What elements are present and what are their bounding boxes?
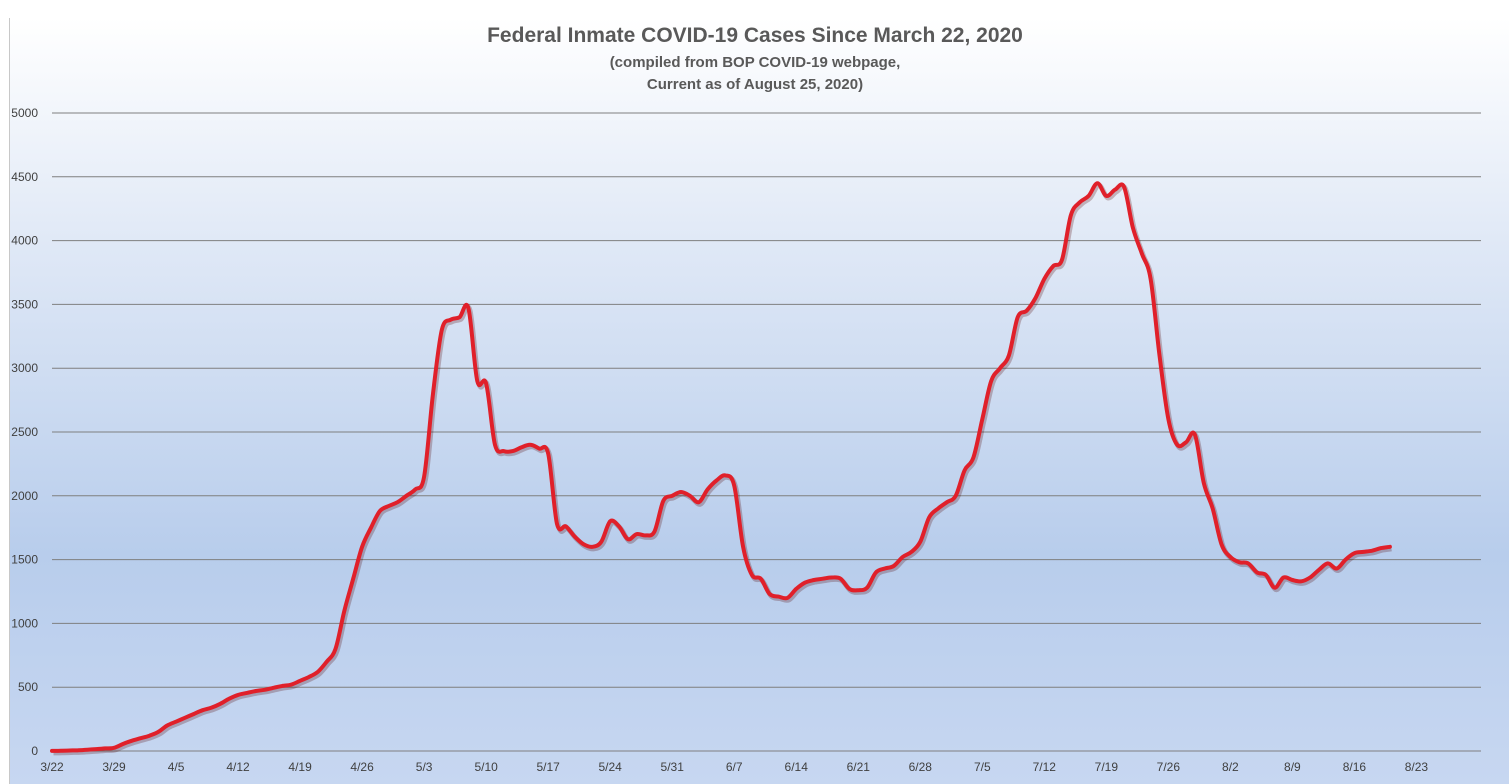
- y-tick-label: 3000: [11, 361, 38, 375]
- x-tick-label: 4/12: [226, 760, 250, 774]
- x-tick-label: 8/2: [1222, 760, 1239, 774]
- x-tick-label: 6/14: [785, 760, 809, 774]
- chart-area: [9, 18, 1509, 784]
- y-tick-label: 1500: [11, 553, 38, 567]
- y-tick-label: 1000: [11, 616, 38, 630]
- x-tick-label: 5/24: [599, 760, 623, 774]
- x-tick-label: 7/26: [1157, 760, 1181, 774]
- x-tick-label: 3/29: [102, 760, 126, 774]
- series-line: [50, 181, 1392, 753]
- chart-subtitle-line-1: (compiled from BOP COVID-19 webpage,: [609, 54, 901, 71]
- y-axis-tick-labels: 0 500 1000 1500 2000 2500 3000 3500 4000 4500 5000: [11, 106, 38, 758]
- x-tick-label: 3/22: [40, 760, 64, 774]
- y-tick-label: 2000: [11, 489, 38, 503]
- x-tick-label: 4/19: [288, 760, 312, 774]
- x-tick-label: 5/3: [416, 760, 433, 774]
- chart-title: Federal Inmate COVID-19 Cases Since Marc…: [487, 24, 1023, 47]
- x-tick-label: 5/31: [661, 760, 685, 774]
- y-tick-label: 500: [18, 680, 38, 694]
- x-tick-label: 6/7: [726, 760, 743, 774]
- y-tick-label: 0: [31, 744, 38, 758]
- x-tick-label: 7/5: [974, 760, 991, 774]
- x-tick-label: 8/9: [1284, 760, 1301, 774]
- y-tick-label: 3500: [11, 297, 38, 311]
- x-tick-label: 7/12: [1033, 760, 1057, 774]
- x-tick-label: 5/10: [474, 760, 498, 774]
- y-tick-label: 4000: [11, 234, 38, 248]
- series-line-shadow: [53, 182, 1392, 756]
- x-tick-label: 8/16: [1343, 760, 1367, 774]
- x-tick-label: 7/19: [1095, 760, 1119, 774]
- series-group: [50, 181, 1392, 756]
- x-tick-label: 5/17: [536, 760, 560, 774]
- x-axis-tick-labels: 3/22 3/29 4/5 4/12 4/19 4/26 5/3 5/10 5/17 5/24 5/…: [40, 760, 1428, 774]
- x-tick-label: 4/26: [350, 760, 374, 774]
- x-tick-label: 6/21: [847, 760, 871, 774]
- gridlines: [52, 112, 1481, 752]
- x-tick-label: 4/5: [168, 760, 185, 774]
- x-tick-label: 8/23: [1405, 760, 1429, 774]
- chart-subtitle-line-2: Current as of August 25, 2020): [646, 76, 864, 93]
- x-tick-label: 6/28: [909, 760, 933, 774]
- y-tick-label: 4500: [11, 170, 38, 184]
- y-tick-label: 5000: [11, 106, 38, 120]
- y-tick-label: 2500: [11, 425, 38, 439]
